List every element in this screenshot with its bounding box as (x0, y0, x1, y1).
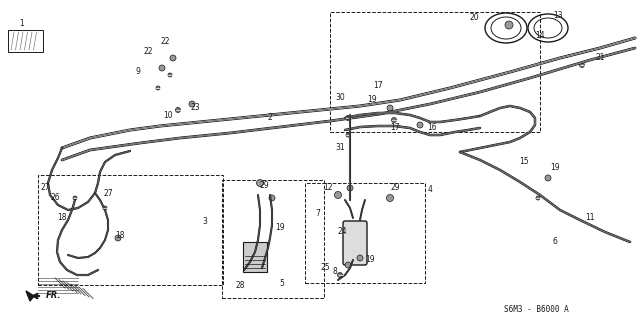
Text: 6: 6 (552, 238, 557, 247)
Text: 21: 21 (595, 54, 605, 63)
Circle shape (347, 185, 353, 191)
Text: 25: 25 (320, 263, 330, 272)
Circle shape (257, 180, 264, 187)
Circle shape (170, 55, 176, 61)
Text: 29: 29 (259, 181, 269, 189)
Bar (38, 175, 223, 285)
Bar (330, 12, 540, 132)
Circle shape (156, 86, 160, 90)
Text: 15: 15 (519, 158, 529, 167)
Circle shape (335, 191, 342, 198)
Circle shape (346, 133, 350, 137)
Text: 24: 24 (337, 227, 347, 236)
Text: FR.: FR. (46, 292, 61, 300)
Text: 30: 30 (335, 93, 345, 101)
Circle shape (159, 65, 165, 71)
Text: 19: 19 (365, 256, 375, 264)
Text: 11: 11 (585, 213, 595, 222)
Circle shape (103, 206, 107, 210)
Text: 27: 27 (40, 183, 50, 192)
Text: 7: 7 (316, 209, 321, 218)
Text: 5: 5 (280, 278, 284, 287)
Circle shape (536, 196, 540, 200)
FancyBboxPatch shape (343, 221, 367, 265)
Text: 2: 2 (268, 114, 273, 122)
Circle shape (189, 101, 195, 107)
Bar (305, 183, 425, 283)
Text: 28: 28 (236, 281, 244, 291)
Circle shape (269, 195, 275, 201)
Bar (8, 30, 43, 52)
Text: S6M3 - B6000 A: S6M3 - B6000 A (504, 305, 569, 314)
Text: 22: 22 (160, 38, 170, 47)
Text: 4: 4 (428, 186, 433, 195)
Circle shape (115, 235, 121, 241)
Text: 3: 3 (203, 218, 207, 226)
Circle shape (387, 105, 393, 111)
Bar (243, 242, 267, 272)
Circle shape (357, 255, 363, 261)
Text: 9: 9 (136, 68, 140, 77)
Text: 19: 19 (367, 95, 377, 105)
Text: 17: 17 (373, 80, 383, 90)
Text: 12: 12 (323, 183, 333, 192)
Text: 26: 26 (50, 194, 60, 203)
Text: 20: 20 (469, 13, 479, 23)
Text: 19: 19 (275, 224, 285, 233)
Text: 18: 18 (57, 213, 67, 222)
Bar (222, 180, 324, 298)
Circle shape (417, 122, 423, 128)
Text: 27: 27 (103, 189, 113, 197)
Circle shape (505, 21, 513, 29)
Text: 31: 31 (335, 143, 345, 152)
Text: 18: 18 (115, 232, 125, 241)
Circle shape (168, 73, 172, 77)
Circle shape (175, 108, 180, 113)
Text: 17: 17 (390, 122, 400, 131)
Circle shape (346, 115, 351, 121)
Text: 22: 22 (143, 48, 153, 56)
Circle shape (337, 272, 342, 278)
Circle shape (392, 117, 397, 122)
Text: 16: 16 (427, 122, 437, 131)
Polygon shape (26, 291, 34, 301)
Text: 23: 23 (190, 103, 200, 113)
Text: 19: 19 (550, 164, 560, 173)
Text: 8: 8 (333, 268, 337, 277)
Circle shape (579, 63, 584, 68)
Circle shape (345, 262, 351, 268)
Text: 29: 29 (390, 183, 400, 192)
Circle shape (387, 195, 394, 202)
Text: 10: 10 (163, 110, 173, 120)
Circle shape (73, 196, 77, 200)
Circle shape (545, 175, 551, 181)
Text: 1: 1 (20, 19, 24, 28)
Text: 14: 14 (535, 32, 545, 41)
Text: 13: 13 (553, 11, 563, 20)
